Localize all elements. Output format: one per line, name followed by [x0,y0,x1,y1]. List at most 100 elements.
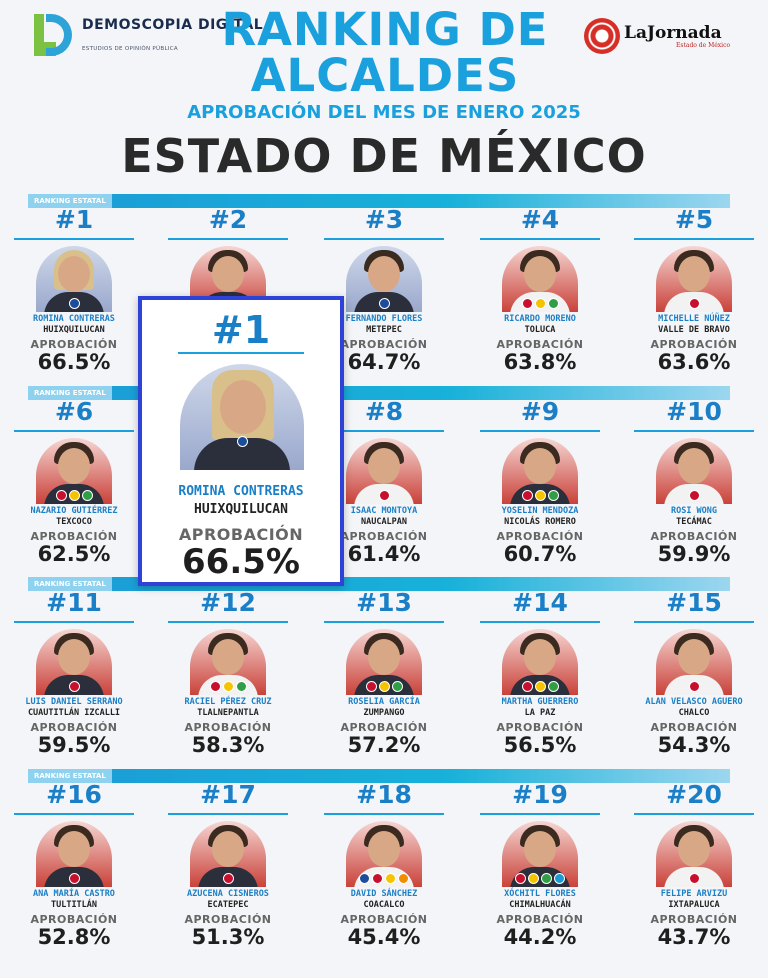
mayor-rank: #18 [356,780,412,809]
lajornada-logo-icon [584,18,620,54]
mayor-name: RICARDO MORENO [504,314,576,324]
mayor-rank: #16 [46,780,102,809]
rank-underline [324,813,444,815]
mayor-name: ROMINA CONTRERAS [33,314,115,324]
lajornada-edition: Estado de México [676,42,731,49]
party-logo-icon [359,873,370,884]
party-logo-icon [68,681,80,692]
rank-underline [480,430,600,432]
party-logo-icon [222,873,234,884]
approval-label: APROBACIÓN [184,721,272,734]
rank-underline [634,430,754,432]
approval-value: 61.4% [347,542,421,566]
rank-underline [480,813,600,815]
mayor-rank: #4 [520,205,560,234]
party-logo-icon [521,298,533,309]
mayor-municipality: ZUMPANGO [363,708,405,718]
party-logo-icon [547,681,559,692]
mayor-portrait [36,821,112,887]
mayor-rank: #19 [512,780,568,809]
approval-label: APROBACIÓN [30,913,118,926]
mayor-rank: #20 [666,780,722,809]
mayor-portrait [36,629,112,695]
approval-label: APROBACIÓN [650,530,738,543]
approval-label: APROBACIÓN [340,530,428,543]
party-logo-icon [521,490,533,501]
party-logo-icon [378,298,390,309]
mayor-rank: #3 [364,205,404,234]
rank-underline [14,621,134,623]
party-logo-icon [398,873,409,884]
party-logo-icon [236,436,248,447]
mayor-municipality: TLALNEPANTLA [197,708,259,718]
mayor-municipality: CHALCO [678,708,710,718]
mayor-portrait [36,246,112,312]
mayor-municipality: ECATEPEC [207,900,249,910]
mayor-name: MARTHA GUERRERO [501,697,579,707]
mayor-name: ANA MARÍA CASTRO [33,889,115,899]
demoscopia-brand: DEMOSCOPIA DIGITAL [82,17,264,33]
mayor-rank: #12 [200,588,256,617]
featured-portrait [180,364,304,470]
mayor-rank: #5 [674,205,714,234]
party-logo-icon [222,681,234,692]
party-logo-icon [554,873,565,884]
mayor-name: DAVID SÁNCHEZ [350,889,418,899]
approval-label: APROBACIÓN [340,913,428,926]
rank-underline [324,430,444,432]
mayor-name: FELIPE ARVIZU [660,889,728,899]
approval-label: APROBACIÓN [496,530,584,543]
demoscopia-logo-icon [34,14,74,56]
approval-value: 59.5% [37,733,111,757]
mayor-portrait [656,246,732,312]
party-logo-icon [534,490,546,501]
approval-label: APROBACIÓN [650,721,738,734]
mayor-rank: #10 [666,397,722,426]
approval-value: 44.2% [503,925,577,949]
approval-value: 64.7% [347,350,421,374]
mayor-rank: #14 [512,588,568,617]
mayor-portrait [190,821,266,887]
party-logo-icon [55,490,67,501]
approval-label: APROBACIÓN [496,338,584,351]
approval-value: 60.7% [503,542,577,566]
mayor-name: NAZARIO GUTIÉRREZ [30,506,118,516]
mayor-portrait [36,438,112,504]
approval-value: 62.5% [37,542,111,566]
title-line-2: ALCALDES [250,49,520,102]
mayor-name: YOSELIN MENDOZA [501,506,579,516]
featured-rank: #1 [211,308,271,352]
header: DEMOSCOPIA DIGITAL ESTUDIOS DE OPINIÓN P… [0,0,768,195]
approval-label: APROBACIÓN [30,530,118,543]
rank-underline [14,813,134,815]
approval-value: 63.6% [657,350,731,374]
featured-divider [178,352,304,354]
mayor-municipality: CHIMALHUACÁN [509,900,571,910]
approval-value: 57.2% [347,733,421,757]
band-label: RANKING ESTATAL [28,577,112,591]
mayor-portrait [502,246,578,312]
party-logo-icon [515,873,526,884]
mayor-name: AZUCENA CISNEROS [187,889,269,899]
subtitle: APROBACIÓN DEL MES DE ENERO 2025 [187,102,581,123]
state-title: ESTADO DE MÉXICO [121,129,647,183]
mayor-municipality: IXTAPALUCA [668,900,720,910]
approval-label: APROBACIÓN [650,913,738,926]
approval-label: APROBACIÓN [30,338,118,351]
ranking-band: RANKING ESTATAL [28,769,730,783]
rank-underline [480,238,600,240]
mayor-portrait [346,246,422,312]
party-logo-icon [688,298,700,309]
party-logo-icon [378,490,390,501]
rank-underline [168,238,288,240]
rank-underline [324,621,444,623]
mayor-municipality: HUIXQUILUCAN [43,325,105,335]
band-label: RANKING ESTATAL [28,386,112,400]
party-logo-icon [528,873,539,884]
rank-underline [168,813,288,815]
mayor-rank: #6 [54,397,94,426]
approval-label: APROBACIÓN [496,913,584,926]
approval-value: 58.3% [191,733,265,757]
party-logo-icon [68,298,80,309]
mayor-rank: #15 [666,588,722,617]
